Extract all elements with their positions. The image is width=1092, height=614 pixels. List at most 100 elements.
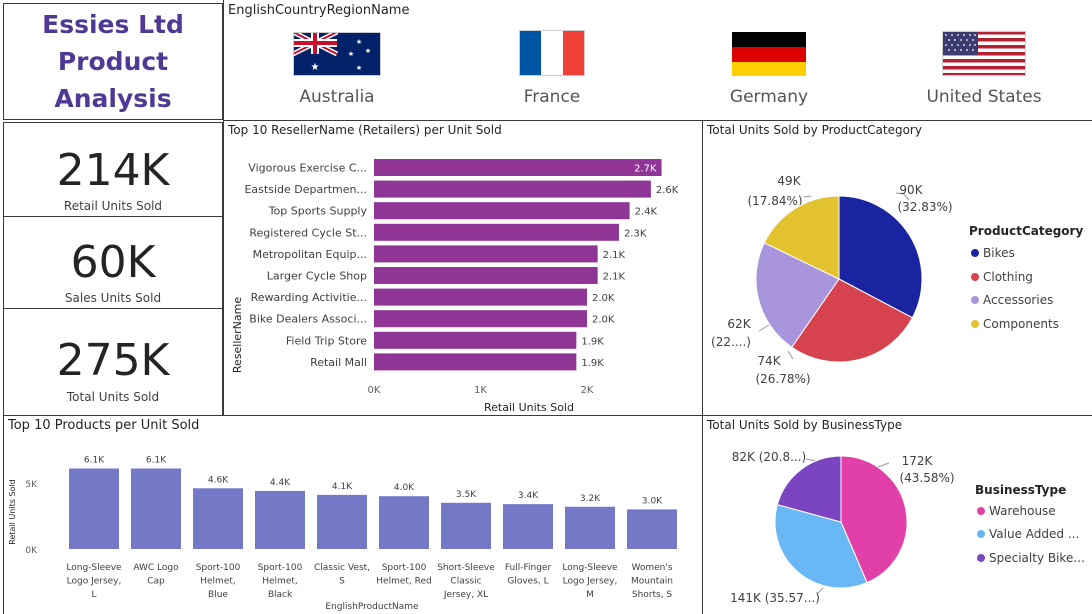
leader-line xyxy=(805,458,816,462)
data-label: 3.0K xyxy=(642,496,663,506)
data-label: 1.9K xyxy=(581,336,604,347)
bar[interactable] xyxy=(374,353,577,371)
kpi-retail-units: 214K Retail Units Sold xyxy=(3,122,223,217)
products-bar-chart-panel: Top 10 Products per Unit Sold Retail Uni… xyxy=(3,415,703,614)
kpi-label: Sales Units Sold xyxy=(64,291,162,305)
data-label: 2.1K xyxy=(603,250,626,261)
legend-swatch xyxy=(977,530,985,538)
legend-swatch xyxy=(977,554,985,562)
bar[interactable] xyxy=(69,468,119,549)
data-label: 2.4K xyxy=(635,207,658,218)
kpi-label: Retail Units Sold xyxy=(63,199,163,213)
pie-slice-warehouse[interactable] xyxy=(840,455,908,584)
bar[interactable] xyxy=(374,288,587,306)
bar[interactable] xyxy=(374,180,651,198)
bar[interactable] xyxy=(193,488,243,549)
country-label-united-states: United States xyxy=(926,87,1042,107)
data-label: 6.1K xyxy=(146,455,167,465)
country-slicer: EnglishCountryRegionName ★ ★ ★ ★ ★ Austr… xyxy=(223,0,1092,122)
reseller-bar-chart-panel: Top 10 ResellerName (Retailers) per Unit… xyxy=(223,120,703,416)
category-label: Eastside Departmen... xyxy=(244,183,367,196)
australia-flag-icon: ★ ★ ★ ★ ★ xyxy=(293,32,381,76)
legend-label: Clothing xyxy=(983,270,1033,284)
kpi-sales-units: 60K Sales Units Sold xyxy=(3,216,223,309)
legend-swatch xyxy=(977,507,985,515)
leader-line xyxy=(895,192,910,201)
bar[interactable] xyxy=(255,490,305,549)
chart-title: Total Units Sold by BusinessType xyxy=(707,418,903,432)
category-label: Sport-100 Helmet, Red xyxy=(376,563,431,587)
data-label: 3.4K xyxy=(518,491,539,501)
bar[interactable] xyxy=(374,331,577,349)
category-label: Larger Cycle Shop xyxy=(267,270,367,283)
report-title: Essies Ltd Product Analysis xyxy=(42,6,184,117)
kpi-value: 60K xyxy=(70,237,156,288)
legend-label: Bikes xyxy=(983,246,1015,260)
bar[interactable] xyxy=(374,267,598,284)
germany-flag-icon xyxy=(732,32,806,76)
category-label: Field Trip Store xyxy=(286,334,367,347)
x-axis-label: EnglishProductName xyxy=(325,602,419,612)
x-tick-label: 0K xyxy=(368,385,381,396)
legend-title: BusinessType xyxy=(975,483,1067,497)
leader-line xyxy=(803,195,812,198)
legend-item-warehouse[interactable]: Warehouse xyxy=(977,504,1056,518)
data-label: 4.6K xyxy=(208,475,229,485)
bar[interactable] xyxy=(374,159,662,176)
pie-slice-specialty-bike-shop[interactable] xyxy=(776,455,842,523)
bar[interactable] xyxy=(503,504,553,549)
legend-item-bikes[interactable]: Bikes xyxy=(971,246,1015,260)
legend-swatch xyxy=(971,273,979,281)
data-label: 2.1K xyxy=(603,272,626,283)
legend-item-value-added[interactable]: Value Added ... xyxy=(977,527,1079,541)
bar[interactable] xyxy=(441,502,491,549)
category-label: Retail Mall xyxy=(310,356,367,369)
bar[interactable] xyxy=(131,468,181,549)
category-label: Top Sports Supply xyxy=(268,205,368,218)
slice-label-value-added: 141K (35.57...) xyxy=(730,591,820,605)
pie-slice-value-added-reseller[interactable] xyxy=(774,504,868,589)
leader-line xyxy=(816,587,824,595)
category-label: Registered Cycle St... xyxy=(249,226,367,239)
legend-item-accessories[interactable]: Accessories xyxy=(971,293,1053,307)
data-label: 1.9K xyxy=(581,358,604,369)
title-line-2: Product xyxy=(57,47,169,76)
data-label: 3.2K xyxy=(580,494,601,504)
country-label-germany: Germany xyxy=(729,87,809,107)
pie-slice-bikes[interactable] xyxy=(838,195,923,319)
business-type-pie-panel: Total Units Sold by BusinessType 172K (4… xyxy=(702,415,1092,614)
category-label: Long-Sleeve Logo Jersey, M xyxy=(562,563,618,600)
chart-title: Top 10 ResellerName (Retailers) per Unit… xyxy=(228,123,502,137)
legend-swatch xyxy=(971,320,979,328)
category-label: Metropolitan Equip... xyxy=(253,248,367,261)
bar[interactable] xyxy=(565,506,615,549)
bar[interactable] xyxy=(374,202,630,220)
slice-label-components-pct: (17.84%) xyxy=(747,194,802,208)
legend-item-clothing[interactable]: Clothing xyxy=(971,270,1033,284)
slice-label-accessories-pct: (22....) xyxy=(711,335,751,349)
x-axis-label: Retail Units Sold xyxy=(484,401,574,414)
bar[interactable] xyxy=(374,245,598,263)
bar[interactable] xyxy=(374,223,619,241)
pie-slice-accessories[interactable] xyxy=(755,242,840,348)
bar[interactable] xyxy=(627,509,677,549)
legend-item-components[interactable]: Components xyxy=(971,317,1059,331)
pie-slice-components[interactable] xyxy=(763,195,840,280)
bar[interactable] xyxy=(317,494,367,549)
data-label: 4.0K xyxy=(394,483,415,493)
legend-item-specialty[interactable]: Specialty Bike... xyxy=(977,551,1085,565)
pie-slice-clothing[interactable] xyxy=(791,278,914,363)
kpi-total-units: 275K Total Units Sold xyxy=(3,308,223,416)
category-label: Sport-100 Helmet, Black xyxy=(258,563,303,600)
data-label: 2.0K xyxy=(592,315,615,326)
france-flag-icon xyxy=(519,30,585,76)
category-label: Vigorous Exercise C... xyxy=(248,162,367,175)
chart-title: Top 10 Products per Unit Sold xyxy=(8,418,200,433)
slice-label-clothing-pct: (26.78%) xyxy=(755,372,810,386)
bar[interactable] xyxy=(374,310,587,328)
svg-text:★: ★ xyxy=(311,62,320,73)
data-label: 2.0K xyxy=(592,293,615,304)
legend-label: Components xyxy=(983,317,1059,331)
bar[interactable] xyxy=(379,496,429,549)
legend-swatch xyxy=(971,249,979,257)
